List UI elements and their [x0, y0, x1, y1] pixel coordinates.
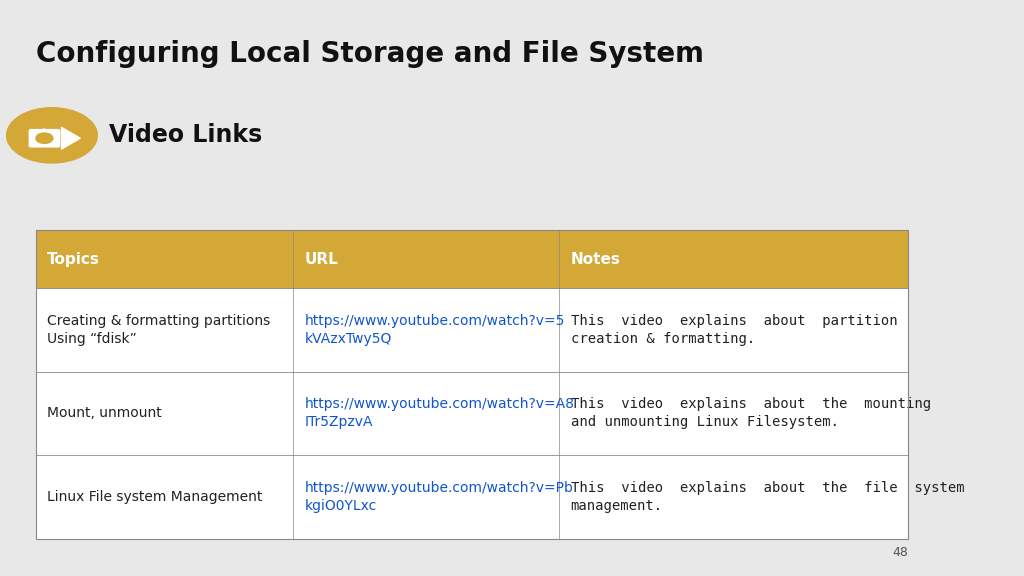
Text: This  video  explains  about  the  mounting
and unmounting Linux Filesystem.: This video explains about the mounting a…	[570, 397, 931, 430]
Text: Video Links: Video Links	[109, 123, 262, 147]
Text: Creating & formatting partitions
Using “fdisk”: Creating & formatting partitions Using “…	[47, 313, 270, 346]
Circle shape	[6, 108, 97, 163]
Text: This  video  explains  about  the  file  system
management.: This video explains about the file syste…	[570, 480, 965, 513]
Text: https://www.youtube.com/watch?v=A8
ITr5ZpzvA: https://www.youtube.com/watch?v=A8 ITr5Z…	[304, 397, 574, 430]
Text: https://www.youtube.com/watch?v=5
kVAzxTwy5Q: https://www.youtube.com/watch?v=5 kVAzxT…	[304, 313, 565, 346]
Text: Configuring Local Storage and File System: Configuring Local Storage and File Syste…	[36, 40, 703, 69]
Text: Linux File system Management: Linux File system Management	[47, 490, 262, 504]
Text: Topics: Topics	[47, 252, 100, 267]
Text: https://www.youtube.com/watch?v=Pb
kgiO0YLxc: https://www.youtube.com/watch?v=Pb kgiO0…	[304, 480, 573, 513]
FancyBboxPatch shape	[36, 372, 908, 455]
Text: Notes: Notes	[570, 252, 621, 267]
Circle shape	[36, 133, 53, 143]
FancyBboxPatch shape	[36, 455, 908, 539]
FancyBboxPatch shape	[30, 130, 59, 147]
Text: URL: URL	[304, 252, 338, 267]
Text: This  video  explains  about  partition
creation & formatting.: This video explains about partition crea…	[570, 313, 897, 346]
Text: 48: 48	[893, 545, 908, 559]
Text: ▶: ▶	[43, 126, 60, 145]
Polygon shape	[61, 127, 80, 149]
Text: Mount, unmount: Mount, unmount	[47, 406, 162, 420]
FancyBboxPatch shape	[36, 230, 908, 288]
FancyBboxPatch shape	[36, 288, 908, 372]
